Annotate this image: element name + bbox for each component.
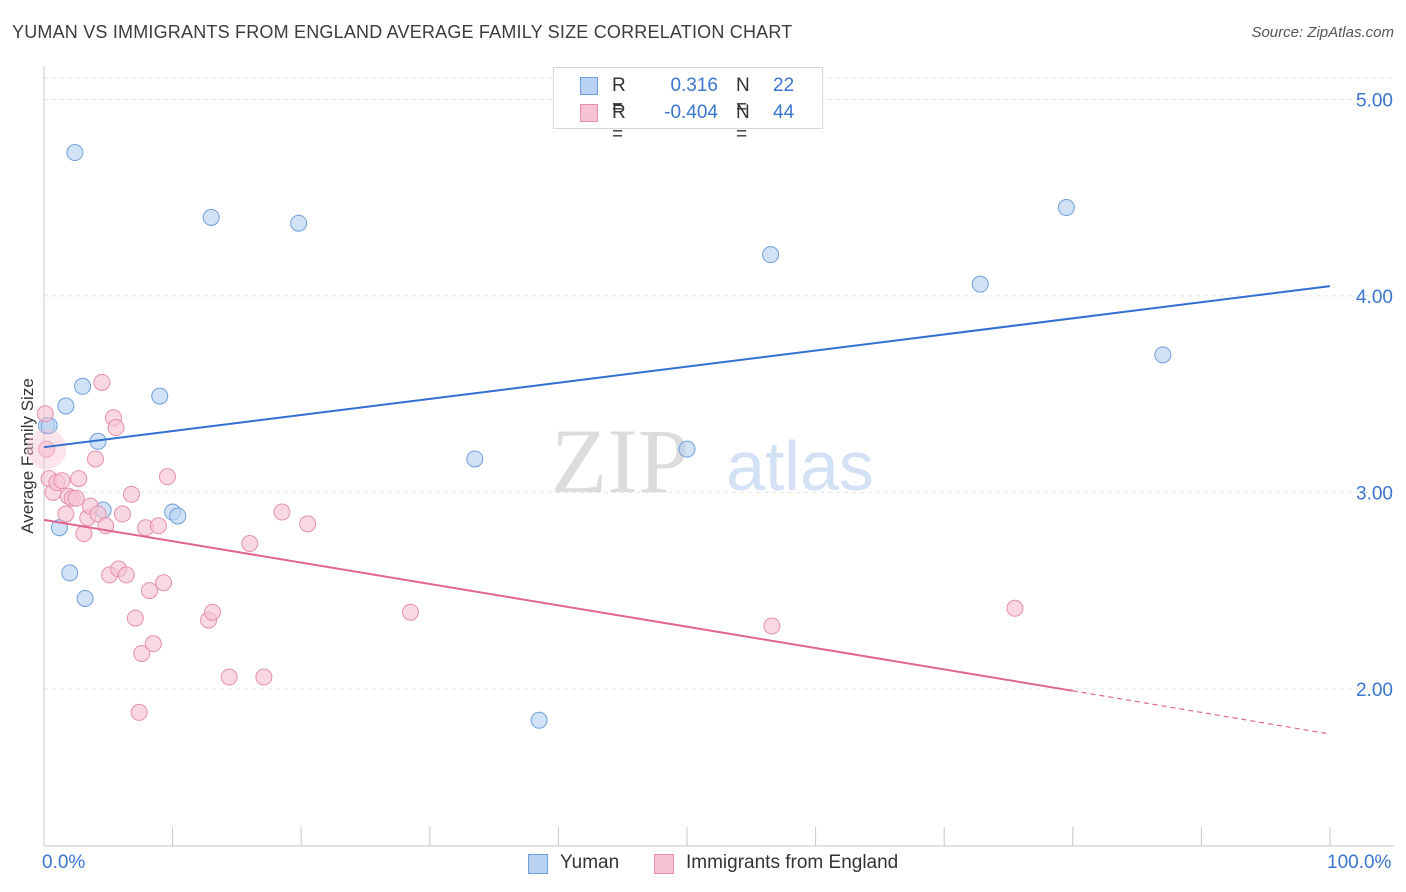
bottom-legend-swatch-england — [654, 854, 674, 874]
yuman-point — [202, 208, 220, 226]
england-point — [38, 440, 56, 458]
legend-r-label: R = — [612, 102, 626, 145]
y-tick-label: 4.00 — [1356, 287, 1393, 308]
yuman-point — [290, 214, 308, 232]
legend-n-value: 22 — [773, 75, 795, 96]
england-point — [763, 617, 781, 635]
england-point — [70, 470, 88, 488]
yuman-point — [762, 246, 780, 264]
england-point — [133, 644, 151, 662]
x-axis-max-label: 100.0% — [1327, 852, 1392, 873]
watermark-zip: ZIP — [551, 410, 689, 512]
x-axis-min-label: 0.0% — [42, 852, 86, 873]
watermark-atlas: atlas — [726, 427, 874, 505]
source-label: Source: ZipAtlas.com — [1251, 24, 1394, 41]
england-point — [126, 609, 144, 627]
yuman-point — [169, 507, 187, 525]
england-point — [1006, 599, 1024, 617]
yuman-point — [1057, 199, 1075, 217]
england-point — [89, 505, 107, 523]
legend-r-value: -0.404 — [664, 102, 718, 123]
yuman-point — [678, 440, 696, 458]
england-point — [57, 505, 75, 523]
england-point — [299, 515, 317, 533]
england-point — [273, 503, 291, 521]
yuman-trend-line — [43, 285, 1331, 449]
england-point — [53, 472, 71, 490]
chart-title: YUMAN VS IMMIGRANTS FROM ENGLAND AVERAGE… — [12, 22, 793, 42]
bottom-legend-label-yuman: Yuman — [560, 852, 620, 873]
yuman-point — [61, 564, 79, 582]
legend-n-value: 44 — [773, 102, 795, 123]
yuman-point — [74, 377, 92, 395]
england-point — [122, 485, 140, 503]
legend-n-label: N = — [736, 102, 750, 145]
england-cluster-point — [26, 429, 67, 470]
england-point — [113, 505, 131, 523]
yuman-point — [1154, 346, 1172, 364]
england-point — [36, 405, 54, 423]
yuman-point — [971, 275, 989, 293]
y-tick-label: 5.00 — [1356, 90, 1393, 111]
y-tick-label: 2.00 — [1356, 680, 1393, 701]
legend-r-value: 0.316 — [670, 75, 718, 96]
england-trend-line — [43, 518, 1073, 692]
yuman-point — [151, 387, 169, 405]
bottom-legend-label-england: Immigrants from England — [686, 852, 899, 873]
legend-swatch-england — [580, 104, 598, 122]
england-point — [144, 635, 162, 653]
england-point — [255, 668, 273, 686]
legend-r-label: R = — [612, 75, 626, 118]
england-point — [155, 574, 173, 592]
england-point — [93, 373, 111, 391]
england-point — [220, 668, 238, 686]
bottom-legend-swatch-yuman — [528, 854, 548, 874]
england-point — [107, 419, 125, 437]
england-point — [117, 566, 135, 584]
legend-n-label: N = — [736, 75, 750, 118]
yuman-point — [57, 397, 75, 415]
england-point — [158, 468, 176, 486]
england-point — [67, 489, 85, 507]
england-point — [86, 450, 104, 468]
england-point — [149, 517, 167, 535]
england-point — [203, 603, 221, 621]
yuman-point — [466, 450, 484, 468]
yuman-point — [530, 711, 548, 729]
england-point — [241, 534, 259, 552]
england-point — [140, 582, 158, 600]
yuman-point — [66, 144, 84, 162]
england-trend-extension — [1072, 690, 1331, 735]
correlation-legend: R = 0.316 N = 22 R = -0.404 N = 44 — [553, 67, 823, 145]
england-point — [130, 703, 148, 721]
yuman-point — [76, 589, 94, 607]
legend-swatch-yuman — [580, 77, 598, 95]
england-point — [402, 603, 420, 621]
y-tick-label: 3.00 — [1356, 483, 1393, 504]
